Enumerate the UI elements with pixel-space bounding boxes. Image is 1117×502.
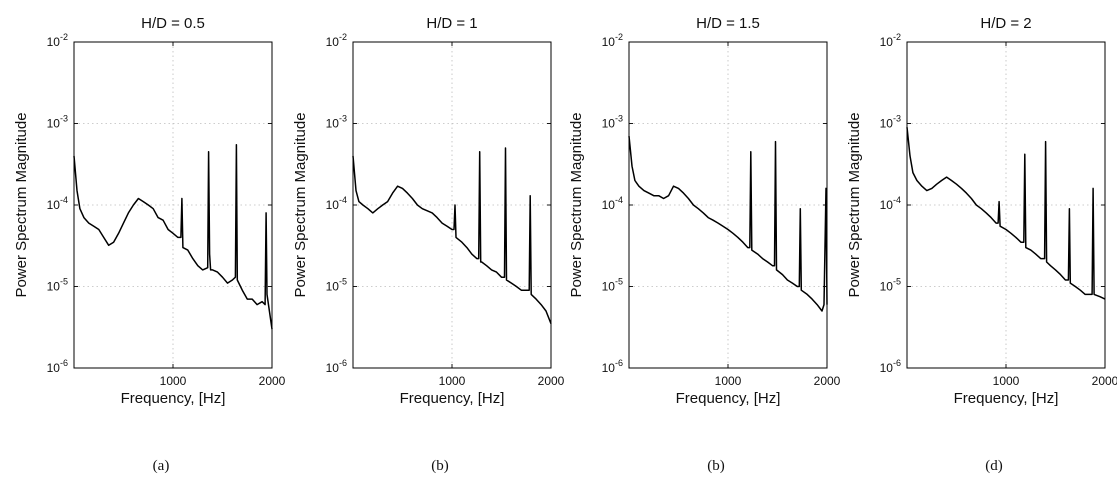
y-tick-label: 10-6 xyxy=(326,358,347,375)
y-tick-base: 10 xyxy=(880,35,894,49)
panel-label: (b) xyxy=(431,458,449,474)
y-tick-label: 10-5 xyxy=(602,277,623,294)
y-tick-exponent: -2 xyxy=(339,32,347,42)
x-tick-label: 1000 xyxy=(160,374,187,388)
y-axis-label: Power Spectrum Magnitude xyxy=(568,112,585,297)
y-tick-exponent: -4 xyxy=(615,195,623,205)
panel-title: H/D = 2 xyxy=(980,15,1031,32)
y-tick-base: 10 xyxy=(880,280,894,294)
y-tick-base: 10 xyxy=(602,35,616,49)
y-tick-label: 10-6 xyxy=(602,358,623,375)
y-tick-exponent: -6 xyxy=(615,358,623,368)
series-line xyxy=(628,136,828,312)
y-tick-exponent: -5 xyxy=(339,277,347,287)
x-tick-label: 1000 xyxy=(439,374,466,388)
x-tick-label: 2000 xyxy=(259,374,286,388)
y-tick-base: 10 xyxy=(326,361,340,375)
panel-label: (a) xyxy=(153,458,170,474)
y-tick-base: 10 xyxy=(602,361,616,375)
y-tick-exponent: -3 xyxy=(893,114,901,124)
series-line xyxy=(906,127,1106,300)
x-tick-label: 2000 xyxy=(1092,374,1117,388)
panel-label: (d) xyxy=(985,458,1003,474)
x-axis-label: Frequency, [Hz] xyxy=(954,390,1059,407)
y-tick-label: 10-2 xyxy=(326,32,347,49)
y-axis-label: Power Spectrum Magnitude xyxy=(846,112,863,297)
y-tick-base: 10 xyxy=(880,198,894,212)
x-axis-label: Frequency, [Hz] xyxy=(676,390,781,407)
y-tick-exponent: -3 xyxy=(60,114,68,124)
y-tick-base: 10 xyxy=(47,117,61,131)
y-tick-label: 10-6 xyxy=(880,358,901,375)
panel-title: H/D = 1 xyxy=(426,15,477,32)
y-tick-label: 10-3 xyxy=(326,114,347,131)
y-tick-exponent: -4 xyxy=(893,195,901,205)
x-tick-label: 2000 xyxy=(538,374,565,388)
y-tick-exponent: -3 xyxy=(615,114,623,124)
y-tick-exponent: -4 xyxy=(60,195,68,205)
y-tick-base: 10 xyxy=(326,198,340,212)
y-axis-label: Power Spectrum Magnitude xyxy=(13,112,30,297)
y-tick-exponent: -6 xyxy=(60,358,68,368)
y-tick-base: 10 xyxy=(880,117,894,131)
y-tick-label: 10-6 xyxy=(47,358,68,375)
y-tick-label: 10-2 xyxy=(880,32,901,49)
y-tick-exponent: -5 xyxy=(60,277,68,287)
y-tick-exponent: -4 xyxy=(339,195,347,205)
series-line xyxy=(352,147,552,324)
y-tick-label: 10-3 xyxy=(880,114,901,131)
panel-title: H/D = 0.5 xyxy=(141,15,205,32)
y-tick-label: 10-4 xyxy=(602,195,623,212)
y-tick-base: 10 xyxy=(602,280,616,294)
panel-label: (b) xyxy=(707,458,725,474)
y-tick-base: 10 xyxy=(326,117,340,131)
x-tick-label: 1000 xyxy=(993,374,1020,388)
y-tick-exponent: -5 xyxy=(615,277,623,287)
y-tick-base: 10 xyxy=(602,198,616,212)
y-tick-exponent: -2 xyxy=(615,32,623,42)
y-tick-label: 10-5 xyxy=(326,277,347,294)
y-tick-base: 10 xyxy=(47,361,61,375)
y-tick-exponent: -6 xyxy=(339,358,347,368)
panel-title: H/D = 1.5 xyxy=(696,15,760,32)
y-tick-exponent: -5 xyxy=(893,277,901,287)
y-tick-base: 10 xyxy=(880,361,894,375)
y-tick-base: 10 xyxy=(47,198,61,212)
y-tick-exponent: -2 xyxy=(60,32,68,42)
y-tick-label: 10-5 xyxy=(880,277,901,294)
y-tick-base: 10 xyxy=(47,35,61,49)
y-tick-base: 10 xyxy=(47,280,61,294)
y-tick-label: 10-3 xyxy=(47,114,68,131)
y-tick-exponent: -6 xyxy=(893,358,901,368)
y-axis-label: Power Spectrum Magnitude xyxy=(292,112,309,297)
y-tick-label: 10-5 xyxy=(47,277,68,294)
series-line xyxy=(73,143,273,330)
x-axis-label: Frequency, [Hz] xyxy=(121,390,226,407)
x-tick-label: 2000 xyxy=(814,374,841,388)
x-tick-label: 1000 xyxy=(715,374,742,388)
y-tick-base: 10 xyxy=(326,280,340,294)
y-tick-label: 10-2 xyxy=(47,32,68,49)
y-tick-exponent: -2 xyxy=(893,32,901,42)
y-tick-label: 10-4 xyxy=(47,195,68,212)
x-axis-label: Frequency, [Hz] xyxy=(400,390,505,407)
y-tick-base: 10 xyxy=(326,35,340,49)
y-tick-label: 10-4 xyxy=(326,195,347,212)
y-tick-label: 10-4 xyxy=(880,195,901,212)
y-tick-label: 10-3 xyxy=(602,114,623,131)
y-tick-exponent: -3 xyxy=(339,114,347,124)
y-tick-base: 10 xyxy=(602,117,616,131)
y-tick-label: 10-2 xyxy=(602,32,623,49)
